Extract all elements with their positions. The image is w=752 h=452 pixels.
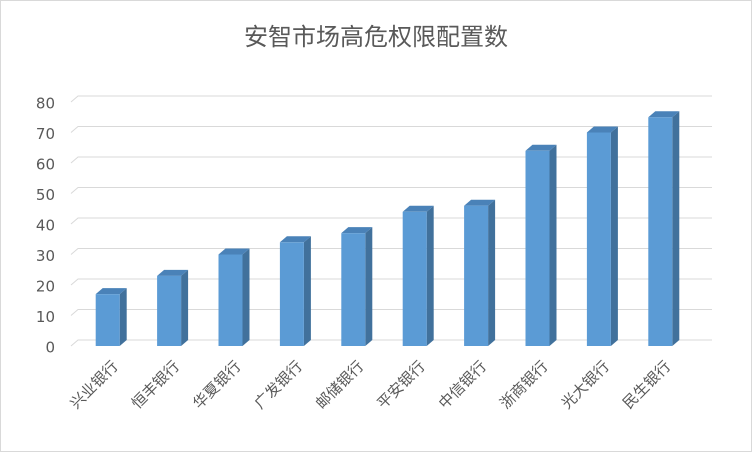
bar-side xyxy=(303,236,311,346)
y-tick-label: 80 xyxy=(36,95,55,113)
bar-side xyxy=(549,144,557,346)
bar-front xyxy=(402,211,427,346)
bar-top xyxy=(218,248,250,255)
y-tick-label: 20 xyxy=(36,278,55,296)
bar-top xyxy=(279,236,311,243)
bar xyxy=(218,248,250,346)
bar xyxy=(402,205,434,346)
bar xyxy=(464,199,496,346)
bar-front xyxy=(525,150,550,346)
bar-top xyxy=(402,205,434,212)
y-tick-label: 0 xyxy=(45,339,55,357)
bar-top xyxy=(464,199,496,206)
bar-front xyxy=(95,294,120,346)
bar-front xyxy=(341,233,366,346)
chart-title: 安智市场高危权限配置数 xyxy=(244,23,508,51)
bar-side xyxy=(426,205,434,346)
y-tick-label: 40 xyxy=(36,217,55,235)
bar-top xyxy=(341,227,373,234)
bar-front xyxy=(464,205,489,346)
grid-line xyxy=(70,217,712,225)
bar-top xyxy=(525,144,557,151)
bar-top xyxy=(648,111,680,118)
bar xyxy=(648,111,680,346)
bar-side xyxy=(365,227,373,346)
grid-line xyxy=(70,156,712,164)
bar xyxy=(95,288,127,346)
bar xyxy=(586,126,618,346)
grid-line xyxy=(70,309,712,316)
y-tick-label: 30 xyxy=(36,247,55,265)
grid-line xyxy=(70,187,712,194)
grid-line xyxy=(70,278,712,286)
bar-top xyxy=(95,288,127,295)
bar-front xyxy=(586,132,611,346)
bar-front xyxy=(218,254,243,346)
bar-side xyxy=(242,248,250,346)
y-tick-label: 10 xyxy=(36,308,55,326)
y-tick-label: 50 xyxy=(36,186,55,204)
bar-front xyxy=(157,275,182,346)
bar xyxy=(279,236,311,346)
bar xyxy=(341,227,373,346)
bar xyxy=(157,269,189,346)
bar-side xyxy=(119,288,127,346)
bar xyxy=(525,144,557,346)
y-tick-label: 70 xyxy=(36,125,55,143)
y-tick-label: 60 xyxy=(36,156,55,174)
bar-side xyxy=(488,199,496,346)
bar-front xyxy=(279,242,304,346)
bar-side xyxy=(672,111,680,346)
bar-top xyxy=(586,126,618,133)
bar-top xyxy=(157,269,189,276)
grid-line xyxy=(70,248,712,255)
grid-line xyxy=(70,95,712,103)
grid-line xyxy=(70,126,712,133)
bar-side xyxy=(181,269,189,346)
grid-line xyxy=(70,339,712,347)
bar-front xyxy=(648,117,673,346)
bar-side xyxy=(610,126,618,346)
